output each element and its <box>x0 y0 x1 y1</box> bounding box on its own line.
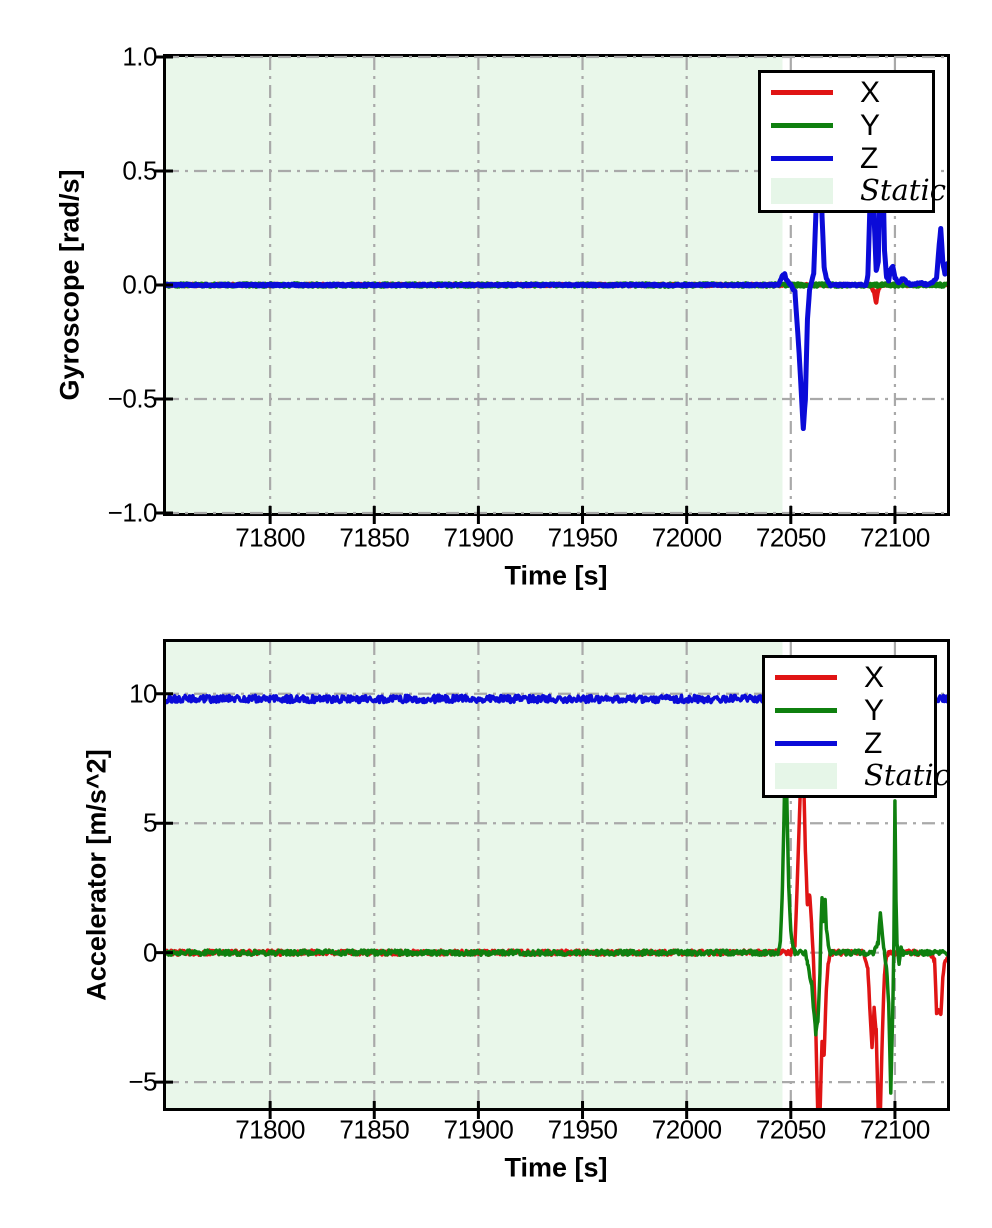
legend-row: X <box>771 77 922 109</box>
x-tick-label: 71900 <box>443 522 514 553</box>
gyroscope-x-axis-label: Time [s] <box>504 560 608 591</box>
legend-label: Static <box>864 758 950 793</box>
x-tick-label: 71800 <box>235 522 306 553</box>
legend-label: Z <box>864 726 883 760</box>
legend-z-sample <box>775 740 837 746</box>
x-tick-label: 71850 <box>339 522 410 553</box>
x-tick-label: 72000 <box>651 1114 722 1145</box>
legend-label: Y <box>860 108 881 142</box>
y-tick-label: −1.0 <box>107 497 158 528</box>
y-tick-label: 10 <box>129 678 157 709</box>
legend-static-sample <box>775 762 837 789</box>
series-group <box>166 141 947 432</box>
legend-row: Y <box>775 695 924 727</box>
accelerator-legend: X Y Z Static <box>762 655 950 798</box>
y-tick-label: 5 <box>143 807 157 838</box>
legend-row: Z <box>775 728 924 760</box>
y-tick-label: 0.5 <box>122 155 157 186</box>
y-tick-label: −5 <box>128 1066 157 1097</box>
y-tick-label: −0.5 <box>107 383 158 414</box>
legend-label: X <box>864 661 885 695</box>
accelerator-y-axis-label: Accelerator [m/s^2] <box>81 749 112 1001</box>
gyroscope-legend: X Y Z Static <box>758 70 946 213</box>
legend-row: X <box>775 662 924 694</box>
gyroscope-y-axis-label: Gyroscope [rad/s] <box>54 169 85 401</box>
legend-row: Z <box>771 143 922 175</box>
series-y-line <box>166 783 947 1095</box>
static-region <box>166 642 783 1108</box>
x-tick-label: 72050 <box>755 522 826 553</box>
legend-row: Static <box>771 175 946 206</box>
legend-label: Static <box>860 173 946 208</box>
y-tick-label: 0.0 <box>122 269 157 300</box>
legend-x-sample <box>775 675 837 681</box>
legend-y-sample <box>775 708 837 714</box>
legend-row: Y <box>771 110 922 142</box>
legend-z-sample <box>771 155 833 161</box>
legend-y-sample <box>771 123 833 129</box>
x-tick-label: 72100 <box>860 1114 930 1145</box>
x-tick-label: 71950 <box>547 1114 618 1145</box>
legend-row: Static <box>775 760 950 791</box>
x-tick-label: 71950 <box>547 522 618 553</box>
accelerator-x-axis-label: Time [s] <box>504 1152 608 1183</box>
x-tick-label: 71900 <box>443 1114 514 1145</box>
y-tick-label: 0 <box>143 937 157 968</box>
x-tick-label: 71800 <box>235 1114 306 1145</box>
legend-x-sample <box>771 90 833 96</box>
x-tick-label: 72050 <box>755 1114 826 1145</box>
x-tick-label: 72000 <box>651 522 722 553</box>
x-tick-label: 71850 <box>339 1114 410 1145</box>
y-tick-label: 1.0 <box>122 41 157 72</box>
legend-static-sample <box>771 177 833 204</box>
x-tick-label: 72100 <box>860 522 930 553</box>
legend-label: Z <box>860 141 879 175</box>
series-z-line <box>166 141 947 432</box>
legend-label: X <box>860 76 881 110</box>
legend-label: Y <box>864 693 885 727</box>
